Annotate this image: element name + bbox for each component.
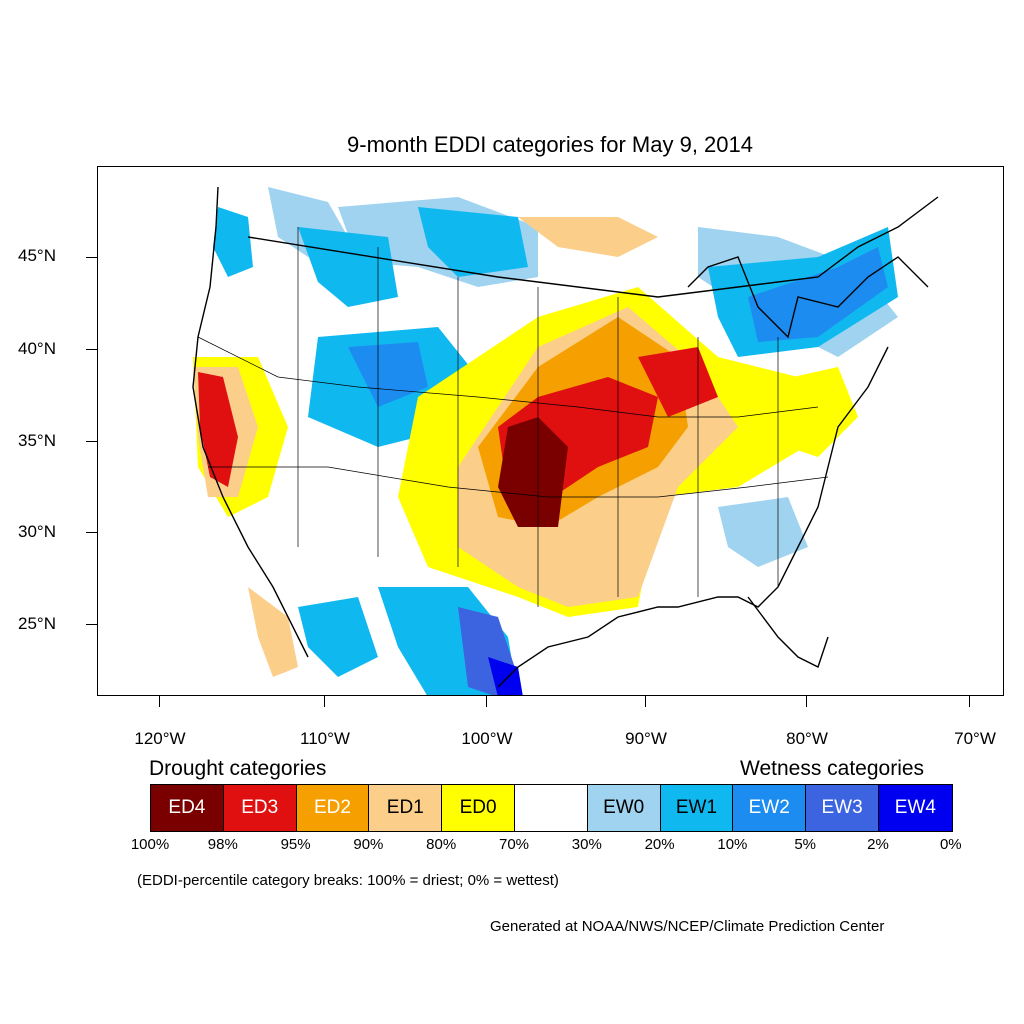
wetness-categories-title: Wetness categories <box>740 757 925 780</box>
lon-tick-70 <box>969 696 971 707</box>
lat-tick-40 <box>86 349 97 351</box>
lon-label-80: 80°W <box>786 729 828 748</box>
lat-tick-45 <box>86 257 97 259</box>
legend-box-ew3: EW3 <box>806 785 879 831</box>
state-borders <box>197 227 829 607</box>
map-area <box>97 166 1004 696</box>
legend-box-ed1: ED1 <box>369 785 443 831</box>
lon-label-120: 120°W <box>134 729 186 748</box>
lat-tick-30 <box>86 532 97 534</box>
percentile-label: 0% <box>939 836 962 853</box>
legend-box-ed2: ED2 <box>296 785 370 831</box>
lon-tick-80 <box>806 696 808 707</box>
category-note: (EDDI-percentile category breaks: 100% =… <box>137 872 559 889</box>
lon-label-110: 110°W <box>300 729 350 748</box>
percentile-label: 90% <box>353 836 384 853</box>
percentile-label: 95% <box>280 836 311 853</box>
percentile-label: 20% <box>644 836 675 853</box>
percentile-label: 98% <box>207 836 238 853</box>
lon-label-90: 90°W <box>625 729 667 748</box>
percentile-label: 2% <box>867 836 889 853</box>
lat-label-45: 45°N <box>18 246 56 265</box>
lat-tick-25 <box>86 624 97 626</box>
lat-label-35: 35°N <box>18 431 56 450</box>
lat-label-40: 40°N <box>18 339 56 358</box>
eddi-map <box>192 186 939 695</box>
legend-box-ed4: ED4 <box>151 785 224 831</box>
lon-tick-110 <box>324 696 326 707</box>
wetness-areas <box>213 187 898 695</box>
percentile-label: 70% <box>498 836 530 853</box>
legend-box-ew1: EW1 <box>660 785 734 831</box>
lon-tick-100 <box>486 696 488 707</box>
category-legend: ED4 ED3 ED2 ED1 ED0 EW0 EW1 EW2 EW3 EW4 <box>150 784 953 832</box>
percentile-label: 30% <box>571 836 602 853</box>
percentile-label: 80% <box>426 836 457 853</box>
percentile-label: 10% <box>717 836 748 853</box>
lat-tick-35 <box>86 441 97 443</box>
lon-tick-90 <box>645 696 647 707</box>
legend-box-ed3: ED3 <box>223 785 297 831</box>
legend-box-ew2: EW2 <box>733 785 807 831</box>
coastlines <box>192 186 939 688</box>
lat-label-30: 30°N <box>18 522 56 541</box>
legend-box-ew0: EW0 <box>587 785 661 831</box>
percentile-label: 5% <box>794 836 817 853</box>
percentile-label: 100% <box>130 836 170 853</box>
legend-box-ew4: EW4 <box>878 785 952 831</box>
lon-tick-120 <box>159 696 161 707</box>
credit-text: Generated at NOAA/NWS/NCEP/Climate Predi… <box>490 918 885 935</box>
map-title: 9-month EDDI categories for May 9, 2014 <box>347 132 753 157</box>
legend-box-normal <box>514 785 588 831</box>
lat-label-25: 25°N <box>18 614 56 633</box>
legend-box-ed0: ED0 <box>442 785 515 831</box>
lon-label-70: 70°W <box>954 729 996 748</box>
drought-categories-title: Drought categories <box>149 757 327 780</box>
drought-areas <box>193 217 858 677</box>
lon-label-100: 100°W <box>461 729 513 748</box>
